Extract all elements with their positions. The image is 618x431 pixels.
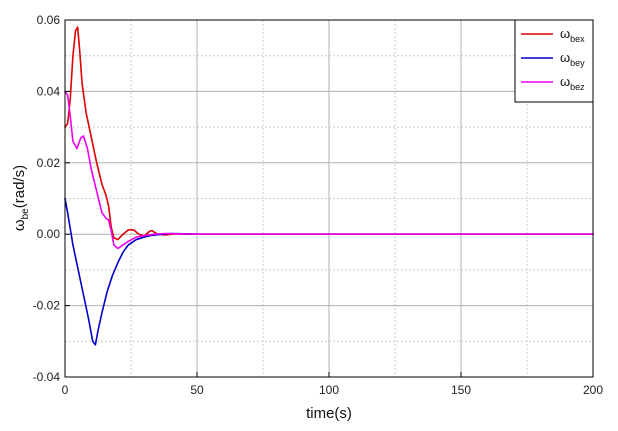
y-axis-title: ωbe(rad/s) bbox=[11, 165, 31, 231]
series-line-bex bbox=[64, 26, 594, 241]
series-line-bez bbox=[64, 90, 594, 250]
legend-label-bey: ωbey bbox=[560, 50, 585, 68]
x-tick-labels: 0 50 100 150 200 bbox=[62, 383, 604, 397]
legend-label-main: ω bbox=[560, 74, 570, 89]
tick-marks bbox=[64, 19, 594, 378]
y-tick-label: 0.06 bbox=[37, 13, 61, 27]
y-tick-label: -0.02 bbox=[33, 299, 61, 313]
y-tick-label: 0.00 bbox=[37, 227, 61, 241]
x-tick-label: 150 bbox=[451, 383, 471, 397]
y-axis-title-sub: be bbox=[20, 208, 31, 220]
x-tick-label: 100 bbox=[319, 383, 339, 397]
legend-label-sub: bex bbox=[570, 34, 585, 44]
legend-label-bez: ωbez bbox=[560, 74, 585, 92]
legend-label-sub: bez bbox=[570, 82, 585, 92]
y-axis-title-unit: (rad/s) bbox=[11, 165, 28, 208]
y-tick-label: -0.04 bbox=[33, 370, 61, 384]
y-tick-label: 0.02 bbox=[37, 156, 61, 170]
svg-text:ωbe(rad/s): ωbe(rad/s) bbox=[11, 165, 31, 231]
y-tick-labels: -0.04 -0.02 0.00 0.02 0.04 0.06 bbox=[33, 13, 61, 384]
legend-label-bex: ωbex bbox=[560, 26, 585, 44]
legend-label-main: ω bbox=[560, 26, 570, 41]
x-axis-title: time(s) bbox=[306, 405, 352, 422]
legend-label-sub: bey bbox=[570, 58, 585, 68]
series-layer bbox=[64, 26, 594, 346]
legend-label-main: ω bbox=[560, 50, 570, 65]
x-tick-label: 50 bbox=[190, 383, 204, 397]
x-tick-label: 0 bbox=[62, 383, 69, 397]
y-axis-title-main: ω bbox=[11, 219, 28, 231]
x-tick-label: 200 bbox=[583, 383, 603, 397]
y-tick-label: 0.04 bbox=[37, 84, 61, 98]
